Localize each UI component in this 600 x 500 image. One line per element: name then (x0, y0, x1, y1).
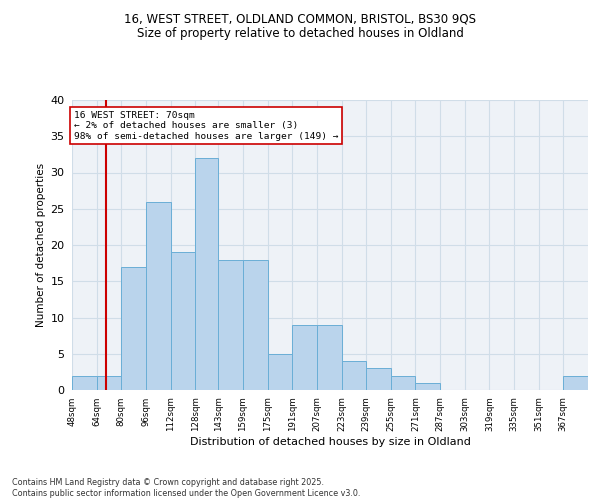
Bar (317, 325, 341, 390)
Bar (170, 252, 195, 390)
Bar (243, 260, 268, 390)
Bar (146, 202, 170, 390)
Bar (195, 158, 218, 390)
Y-axis label: Number of detached properties: Number of detached properties (36, 163, 46, 327)
Bar (72, 376, 97, 390)
Bar (292, 325, 317, 390)
Bar (97, 376, 121, 390)
Bar (563, 376, 588, 390)
Bar (341, 361, 366, 390)
Bar (268, 354, 292, 390)
X-axis label: Distribution of detached houses by size in Oldland: Distribution of detached houses by size … (190, 436, 470, 446)
Text: Contains HM Land Registry data © Crown copyright and database right 2025.
Contai: Contains HM Land Registry data © Crown c… (12, 478, 361, 498)
Bar (366, 368, 391, 390)
Text: Size of property relative to detached houses in Oldland: Size of property relative to detached ho… (137, 28, 463, 40)
Bar (121, 267, 146, 390)
Bar (218, 260, 243, 390)
Bar (391, 376, 415, 390)
Text: 16 WEST STREET: 70sqm
← 2% of detached houses are smaller (3)
98% of semi-detach: 16 WEST STREET: 70sqm ← 2% of detached h… (74, 111, 338, 140)
Text: 16, WEST STREET, OLDLAND COMMON, BRISTOL, BS30 9QS: 16, WEST STREET, OLDLAND COMMON, BRISTOL… (124, 12, 476, 26)
Bar (415, 383, 440, 390)
